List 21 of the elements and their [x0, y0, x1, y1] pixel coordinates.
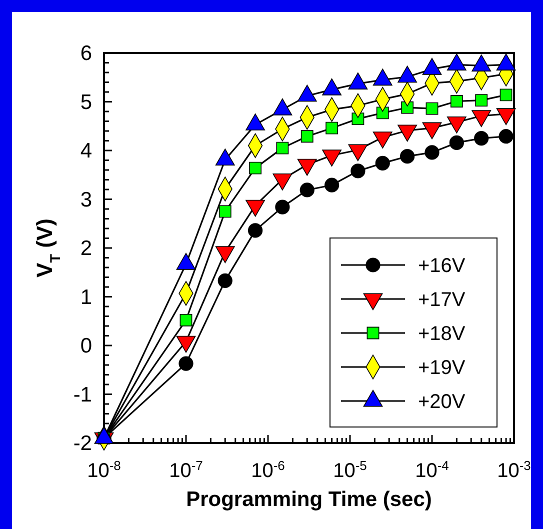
x-tick-label: 10$^{-6}$ — [251, 458, 285, 482]
y-tick-label: 5 — [80, 90, 92, 114]
legend-label: +17V — [418, 289, 466, 311]
x-tick-label: 10$^{-5}$ — [333, 458, 367, 482]
x-tick-label: 10$^{-4}$ — [415, 458, 449, 482]
legend-label: +19V — [418, 357, 466, 379]
y-tick-label: 2 — [80, 237, 92, 260]
x-tick-label: 10$^{-8}$ — [87, 458, 121, 482]
y-tick-label: 3 — [80, 188, 92, 212]
legend-label: +16V — [418, 255, 466, 277]
legend-label: +18V — [418, 323, 466, 345]
y-tick-label: 0 — [80, 334, 92, 358]
y-tick-label: 1 — [80, 286, 92, 309]
y-tick-label: 6 — [80, 42, 92, 65]
x-axis-title: Programming Time (sec) — [186, 488, 432, 511]
y-tick-label: -1 — [73, 383, 92, 406]
x-tick-label: 10$^{-3}$ — [497, 458, 531, 482]
x-tick-label: 10$^{-7}$ — [169, 458, 203, 482]
legend-label: +20V — [418, 391, 466, 413]
y-tick-label: -2 — [73, 432, 92, 455]
y-tick-label: 4 — [80, 140, 92, 162]
